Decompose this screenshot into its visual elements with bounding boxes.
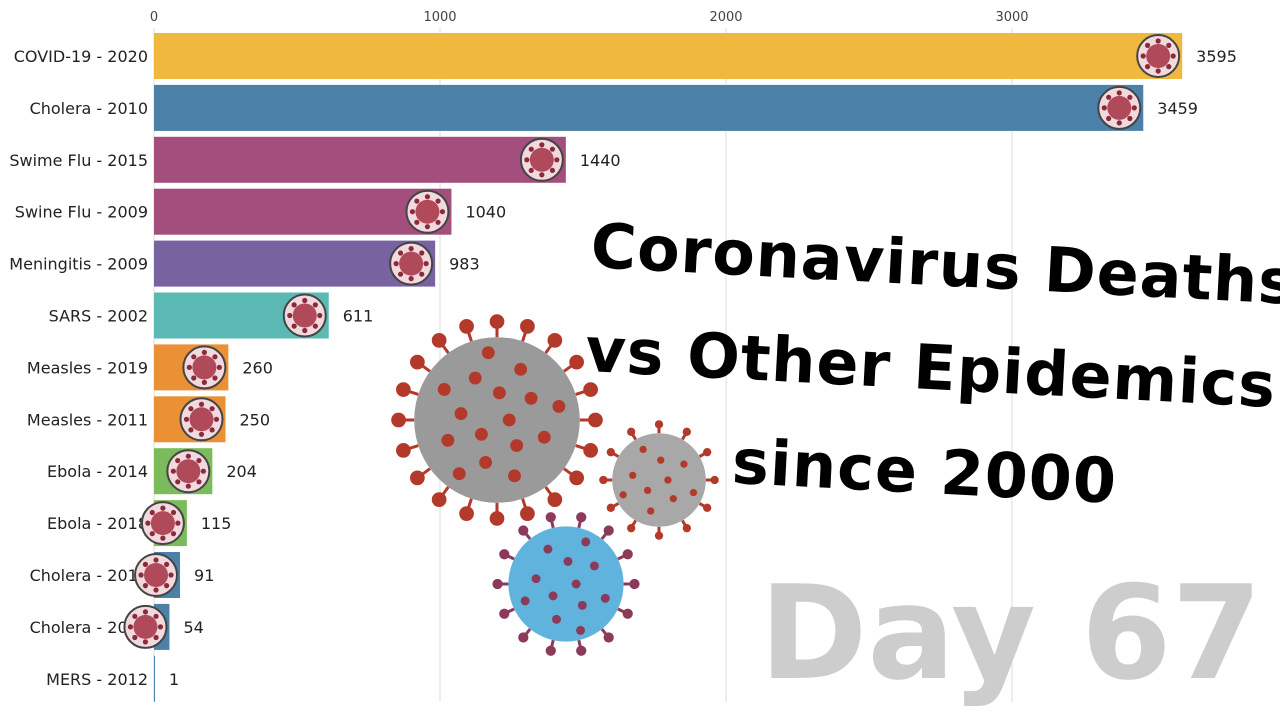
bar-row: COVID-19 - 2020 3595 <box>14 33 1237 79</box>
bar <box>154 188 452 235</box>
category-label: Meningitis - 2009 <box>9 255 148 274</box>
category-label: Cholera - 2016 <box>30 566 148 585</box>
x-tick-label: 2000 <box>709 10 742 25</box>
x-tick-label: 3000 <box>995 10 1028 25</box>
value-label: 611 <box>343 307 374 326</box>
bar-row: Cholera - 2010 3459 <box>30 84 1198 131</box>
bar <box>154 655 155 702</box>
bar-row: Measles - 2011 250 <box>27 396 271 443</box>
day-counter: Day 67 <box>759 557 1262 709</box>
value-label: 1440 <box>580 151 621 170</box>
value-label: 204 <box>226 462 257 481</box>
bar-row: Ebola - 2018 115 <box>47 500 232 547</box>
sars-virus-icon <box>282 293 327 338</box>
bar-row: Ebola - 2014 204 <box>47 448 257 495</box>
value-label: 115 <box>201 514 232 533</box>
cholera-bacteria-icon <box>134 553 179 597</box>
flu-virus-icon <box>519 137 564 182</box>
ebola-virus-icon <box>140 501 185 546</box>
category-label: Cholera - 2008 <box>30 618 148 637</box>
value-label: 250 <box>240 410 271 429</box>
category-label: Swime Flu - 2015 <box>9 151 148 170</box>
bar-row: Swime Flu - 2015 1440 <box>9 136 621 183</box>
category-label: Measles - 2019 <box>27 358 148 377</box>
blue-virus-illustration <box>492 512 640 656</box>
coronavirus-illustration-small <box>599 420 719 540</box>
category-label: Swine Flu - 2009 <box>15 203 148 222</box>
bar-row: Cholera - 2016 91 <box>30 552 214 598</box>
bar <box>154 240 436 287</box>
ebola-virus-icon <box>166 449 211 494</box>
bar-row: Measles - 2019 260 <box>27 344 273 391</box>
x-tick-label: 0 <box>150 10 158 25</box>
bar-row: Swine Flu - 2009 1040 <box>15 188 506 235</box>
x-tick-label: 1000 <box>423 10 456 25</box>
virus-illustrations <box>391 314 719 656</box>
value-label: 3459 <box>1157 99 1198 118</box>
measles-virus-icon <box>179 397 224 442</box>
category-label: Measles - 2011 <box>27 410 148 429</box>
cholera-bacteria-icon <box>1097 85 1142 130</box>
flu-virus-icon <box>405 189 450 234</box>
value-label: 260 <box>242 358 273 377</box>
category-label: MERS - 2012 <box>46 670 148 689</box>
value-label: 1 <box>169 670 179 689</box>
bar <box>154 33 1183 79</box>
chart-headline: Coronavirus Deaths vs Other Epidemics si… <box>577 194 1280 542</box>
cholera-bacteria-icon <box>123 604 168 649</box>
value-label: 54 <box>183 618 203 637</box>
category-label: Cholera - 2010 <box>30 99 148 118</box>
bar-row: Cholera - 2008 54 <box>30 603 204 650</box>
x-axis-ticks: 0 1000 2000 3000 <box>150 10 1029 25</box>
category-label: SARS - 2002 <box>49 307 148 326</box>
bar <box>154 136 566 183</box>
bar <box>154 84 1144 131</box>
coronavirus-icon <box>1136 34 1181 78</box>
category-label: COVID-19 - 2020 <box>14 47 148 66</box>
meningitis-icon <box>389 241 434 286</box>
bar-row: SARS - 2002 611 <box>49 292 374 339</box>
value-label: 3595 <box>1196 47 1237 66</box>
value-label: 983 <box>449 255 480 274</box>
category-label: Ebola - 2014 <box>47 462 148 481</box>
bars: COVID-19 - 2020 3595 Cholera - 2010 3459 Swi… <box>9 33 1237 702</box>
measles-virus-icon <box>182 345 227 390</box>
value-label: 1040 <box>465 203 506 222</box>
bar-row: Meningitis - 2009 983 <box>9 240 480 287</box>
category-label: Ebola - 2018 <box>47 514 148 533</box>
value-label: 91 <box>194 566 214 585</box>
coronavirus-illustration-large <box>391 314 603 526</box>
bar-row: MERS - 2012 1 <box>46 655 179 702</box>
